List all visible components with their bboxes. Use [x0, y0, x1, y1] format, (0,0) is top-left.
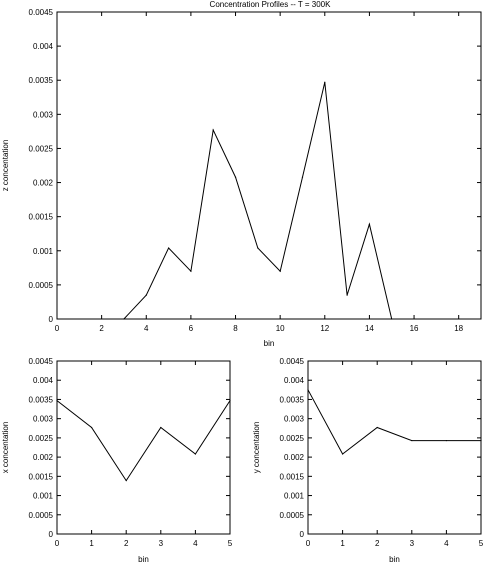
z-data-point	[324, 81, 326, 83]
y-ytick-label: 0.0005	[280, 511, 305, 520]
z-plot-frame	[56, 11, 482, 320]
y-data-point	[480, 439, 482, 442]
z-y-axis-label: z concentation	[1, 140, 10, 192]
z-data-point	[391, 318, 393, 320]
y-plot-frame	[307, 360, 482, 535]
z-data-point	[368, 223, 371, 225]
z-xtick-label: 16	[410, 324, 419, 333]
z-ytick-label: 0.0015	[29, 213, 54, 222]
x-xtick-label: 0	[55, 539, 60, 548]
z-x-axis-label: bin	[264, 339, 275, 348]
z-data-point	[346, 294, 348, 296]
z-xtick-label: 10	[276, 324, 285, 333]
y-ytick-label: 0.0035	[280, 395, 305, 404]
x-ytick-label: 0.0035	[29, 395, 54, 404]
x-ytick-label: 0.0015	[29, 472, 54, 481]
x-ytick-label: 0.002	[33, 453, 54, 462]
z-data-point	[279, 270, 281, 272]
y-xtick-label: 4	[444, 539, 449, 548]
z-ytick-label: 0.0005	[29, 281, 54, 290]
x-xtick-label: 4	[193, 539, 198, 548]
y-ytick-label: 0.002	[284, 453, 305, 462]
y-data-point	[342, 453, 344, 455]
x-xtick-label: 5	[228, 539, 233, 548]
y-data-point	[445, 439, 447, 442]
x-plot-frame	[56, 360, 231, 535]
y-concentration-line	[307, 389, 481, 455]
y-xtick-label: 5	[479, 539, 483, 548]
z-data-point	[190, 270, 192, 272]
y-ytick-label: 0.0025	[280, 434, 305, 443]
y-data-point	[411, 439, 413, 442]
x-xtick-label: 2	[124, 539, 129, 548]
z-xtick-label: 6	[189, 324, 194, 333]
x-ytick-label: 0.0045	[29, 357, 54, 366]
x-data-point	[91, 426, 93, 429]
y-xtick-label: 2	[375, 539, 380, 548]
z-concentration-line	[123, 82, 393, 320]
z-ytick-label: 0.0045	[29, 8, 54, 17]
y-data-point	[376, 426, 378, 429]
y-xtick-label: 3	[410, 539, 415, 548]
z-xtick-label: 12	[320, 324, 329, 333]
y-ytick-label: 0	[300, 530, 305, 539]
z-ytick-label: 0	[49, 315, 54, 324]
x-data-point	[194, 453, 196, 455]
z-ytick-label: 0.003	[33, 110, 54, 119]
z-data-point	[257, 247, 259, 249]
x-ytick-label: 0	[49, 530, 54, 539]
y-ytick-label: 0.001	[284, 492, 305, 501]
x-ytick-label: 0.004	[33, 376, 54, 385]
x-xtick-label: 1	[89, 539, 94, 548]
x-y-axis-label: x concentation	[1, 422, 10, 474]
x-xtick-label: 3	[159, 539, 164, 548]
z-xtick-label: 8	[233, 324, 238, 333]
y-data-point	[307, 389, 309, 391]
y-y-axis-label: y concentation	[252, 422, 261, 474]
x-ytick-label: 0.0005	[29, 511, 54, 520]
z-ytick-label: 0.0035	[29, 76, 54, 85]
x-ytick-label: 0.0025	[29, 434, 54, 443]
z-xtick-label: 14	[365, 324, 374, 333]
y-xtick-label: 0	[306, 539, 311, 548]
x-ytick-label: 0.001	[33, 492, 54, 501]
x-x-axis-label: bin	[138, 555, 149, 563]
y-x-axis-label: bin	[389, 555, 400, 563]
y-xtick-label: 1	[340, 539, 345, 548]
z-data-point	[301, 176, 304, 178]
z-data-point	[212, 129, 214, 131]
y-ytick-label: 0.0045	[280, 357, 305, 366]
y-concentration-chart: 0 0.0005 0.001 0.0015 0.002 0.0025 0.003 0.0035…	[252, 357, 483, 563]
z-xtick-label: 4	[144, 324, 149, 333]
z-xtick-label: 2	[99, 324, 104, 333]
x-ytick-label: 0.003	[33, 415, 54, 424]
z-ytick-label: 0.001	[33, 247, 54, 256]
z-data-point	[167, 247, 170, 249]
y-ytick-label: 0.003	[284, 415, 305, 424]
z-ytick-label: 0.004	[33, 42, 54, 51]
x-concentration-line	[56, 400, 231, 482]
z-xtick-label: 18	[454, 324, 463, 333]
x-data-point	[56, 399, 58, 402]
z-concentration-chart: 0 0.0005 0.001 0.0015 0.002 0.0025 0.003 0.0035…	[1, 8, 482, 348]
x-data-point	[125, 479, 127, 482]
z-data-point	[234, 176, 237, 178]
y-ytick-label: 0.0015	[280, 472, 305, 481]
z-xtick-label: 0	[55, 324, 60, 333]
x-data-point	[229, 399, 231, 402]
figure-title: Concentration Profiles -- T = 300K	[210, 0, 332, 9]
y-ytick-label: 0.004	[284, 376, 305, 385]
x-data-point	[160, 426, 162, 429]
z-data-point	[123, 318, 125, 320]
z-ytick-label: 0.0025	[29, 144, 54, 153]
x-concentration-chart: 0 0.0005 0.001 0.0015 0.002 0.0025 0.003 0.0035…	[1, 357, 233, 563]
z-data-point	[145, 294, 147, 296]
z-ytick-label: 0.002	[33, 179, 54, 188]
